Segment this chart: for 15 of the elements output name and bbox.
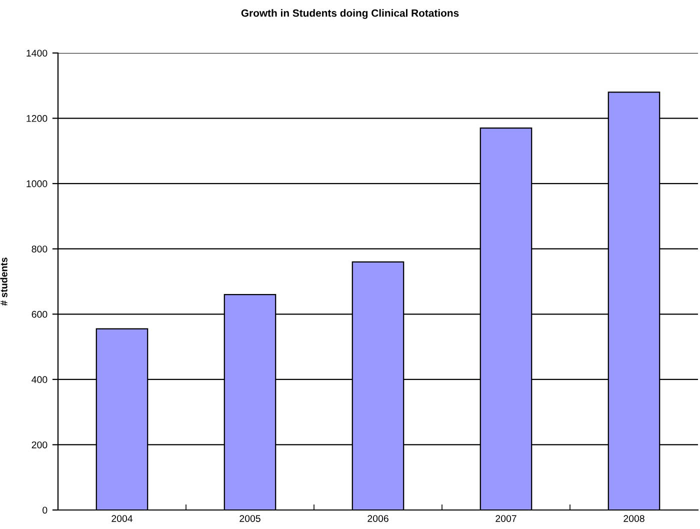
y-tick-label: 1400 [26,50,48,57]
y-axis-title: # students [0,258,8,306]
chart-title: Growth in Students doing Clinical Rotations [241,9,459,19]
y-tick-label: 400 [32,376,48,384]
y-tick-label: 600 [32,310,48,318]
x-tick-label: 2005 [240,515,260,522]
y-tick-label: 1000 [26,180,48,188]
y-tick-label: 800 [32,246,48,252]
x-tick-label: 2008 [624,515,644,522]
y-tick-label: 1200 [26,115,48,122]
x-tick-label: 2004 [112,515,133,522]
y-tick-label: 0 [42,506,48,514]
x-tick-label: 2006 [368,515,388,522]
y-tick-label: 200 [32,441,48,448]
x-tick-label: 2007 [496,515,516,522]
